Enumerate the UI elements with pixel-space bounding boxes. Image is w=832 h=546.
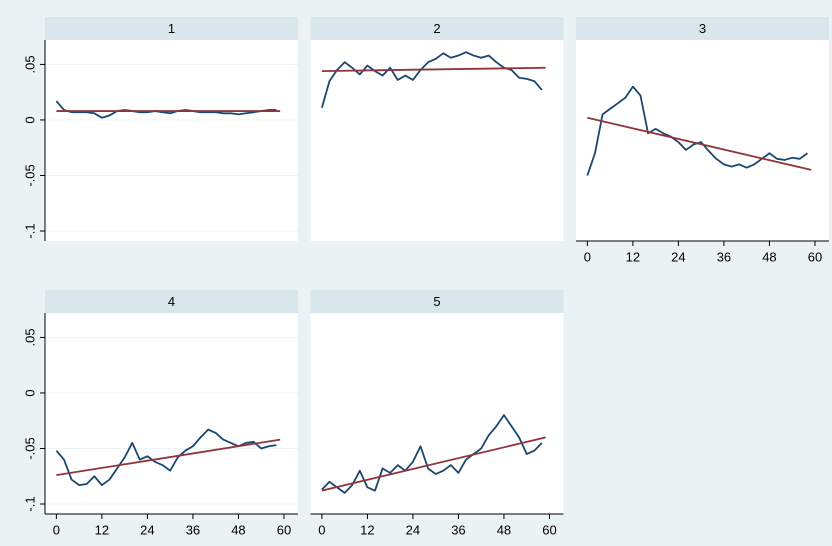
panel-header xyxy=(576,17,829,40)
x-tick-label: 48 xyxy=(231,522,245,537)
panel-title: 2 xyxy=(433,21,440,36)
y-tick-label: -.05 xyxy=(22,164,37,186)
panel-header xyxy=(310,290,564,313)
plot-area xyxy=(45,40,298,241)
plot-area xyxy=(576,40,829,241)
x-tick-label: 0 xyxy=(584,249,591,264)
y-tick-label: .05 xyxy=(22,55,37,73)
x-tick-label: 0 xyxy=(318,522,325,537)
y-tick-label: 0 xyxy=(22,389,37,396)
x-tick-label: 48 xyxy=(497,522,511,537)
x-tick-label: 36 xyxy=(451,522,465,537)
plot-area xyxy=(310,313,564,514)
x-tick-label: 60 xyxy=(808,249,822,264)
panel-title: 1 xyxy=(168,21,175,36)
panel-header xyxy=(310,17,564,40)
x-tick-label: 60 xyxy=(542,522,556,537)
x-tick-label: 36 xyxy=(186,522,200,537)
series-line xyxy=(587,116,812,171)
plot-area xyxy=(310,40,564,241)
y-tick-label: -.1 xyxy=(22,223,37,238)
x-tick-label: 0 xyxy=(53,522,60,537)
series-line xyxy=(321,66,546,72)
series-line xyxy=(321,436,546,492)
x-tick-label: 48 xyxy=(762,249,776,264)
panel-title: 3 xyxy=(699,21,706,36)
plot-area xyxy=(45,313,298,514)
x-tick-label: 12 xyxy=(626,249,640,264)
y-tick-label: 0 xyxy=(22,116,37,123)
x-tick-label: 12 xyxy=(360,522,374,537)
y-tick-label: .05 xyxy=(22,328,37,346)
x-tick-label: 24 xyxy=(406,522,420,537)
series-line xyxy=(55,100,277,119)
x-tick-label: 24 xyxy=(140,522,154,537)
x-tick-label: 24 xyxy=(671,249,685,264)
panel-title: 5 xyxy=(433,294,440,309)
panel-header xyxy=(45,290,298,313)
x-tick-label: 12 xyxy=(95,522,109,537)
series-line xyxy=(321,414,543,494)
y-tick-label: -.1 xyxy=(22,496,37,511)
panel-title: 4 xyxy=(168,294,175,309)
panel-header xyxy=(45,17,298,40)
x-tick-label: 36 xyxy=(717,249,731,264)
y-tick-label: -.05 xyxy=(22,437,37,459)
series-line xyxy=(56,438,281,477)
x-tick-label: 60 xyxy=(277,522,291,537)
